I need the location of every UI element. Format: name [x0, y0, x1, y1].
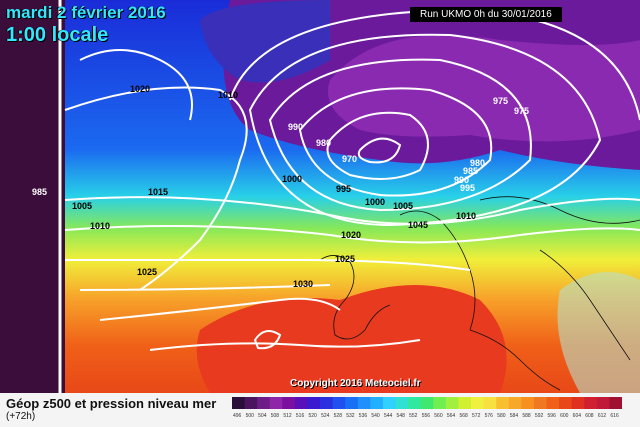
legend-swatch: [382, 397, 397, 409]
isobar-label: 1030: [293, 279, 313, 289]
legend-value: 564: [447, 413, 456, 419]
isobar-label: 970: [342, 154, 357, 164]
legend-value: 592: [535, 413, 544, 419]
legend-swatch: [546, 397, 560, 409]
legend-value: 528: [334, 413, 343, 419]
legend-value: 568: [459, 413, 468, 419]
legend-value: 600: [560, 413, 569, 419]
isobar-label: 990: [288, 122, 303, 132]
legend-swatch: [345, 397, 359, 409]
legend-swatch: [458, 397, 472, 409]
isobar-label: 990: [454, 175, 469, 185]
legend-swatch: [408, 397, 422, 409]
legend-value: 532: [346, 413, 355, 419]
legend-swatch: [571, 397, 585, 409]
legend-value: 508: [271, 413, 280, 419]
isobar-label: 1000: [282, 174, 302, 184]
isobar-label: 1010: [456, 211, 476, 221]
legend-swatch: [609, 397, 622, 409]
isobar-label: 985: [463, 166, 478, 176]
isobar-label: 985: [32, 187, 47, 197]
isobar-label: 1010: [90, 221, 110, 231]
legend-value: 548: [397, 413, 406, 419]
legend-swatch: [584, 397, 598, 409]
legend-swatch: [357, 397, 371, 409]
legend-value: 516: [296, 413, 305, 419]
legend-swatch: [232, 397, 246, 409]
forecast-date: mardi 2 février 2016: [6, 3, 166, 22]
legend-swatch: [320, 397, 334, 409]
legend-value: 608: [585, 413, 594, 419]
isobar-label: 995: [336, 184, 351, 194]
weather-map: 1020101099098097097597598098599099598510…: [0, 0, 640, 393]
legend-value: 552: [409, 413, 418, 419]
color-legend: 496 500 504 508 512 516 520 524 528 532 536 540 544 5…: [232, 397, 622, 419]
isobar-label: 1010: [218, 90, 238, 100]
legend-swatch: [433, 397, 447, 409]
isobar-label: 975: [514, 106, 529, 116]
legend-value: 540: [371, 413, 380, 419]
legend-swatch: [332, 397, 346, 409]
isobar-label: 975: [493, 96, 508, 106]
legend-swatch: [496, 397, 510, 409]
isobar-label: 995: [460, 183, 475, 193]
legend-value: 560: [434, 413, 443, 419]
legend-value: 520: [308, 413, 317, 419]
legend-swatch: [257, 397, 271, 409]
legend-value: 512: [283, 413, 292, 419]
legend-value: 616: [610, 413, 619, 419]
legend-swatch: [395, 397, 409, 409]
legend-swatch: [244, 397, 258, 409]
run-info: Run UKMO 0h du 30/01/2016: [410, 7, 562, 22]
map-caption: Géop z500 et pression niveau mer: [6, 396, 217, 411]
legend-value: 588: [522, 413, 531, 419]
isobar-label: 1015: [148, 187, 168, 197]
legend-value: 544: [384, 413, 393, 419]
legend-swatch: [521, 397, 535, 409]
legend-swatch: [559, 397, 573, 409]
legend-swatch: [533, 397, 548, 409]
forecast-step: (+72h): [6, 411, 36, 422]
legend-swatch: [508, 397, 522, 409]
legend-swatch: [483, 397, 497, 409]
legend-value: 500: [246, 413, 255, 419]
legend-value: 496: [233, 413, 242, 419]
legend-value: 536: [359, 413, 368, 419]
legend-value: 584: [510, 413, 519, 419]
legend-value: 612: [598, 413, 607, 419]
legend-swatch: [420, 397, 434, 409]
isobar-label: 980: [470, 158, 485, 168]
legend-value: 580: [497, 413, 506, 419]
legend-swatch: [471, 397, 485, 409]
legend-value: 524: [321, 413, 330, 419]
legend-swatch: [269, 397, 283, 409]
isobar-label: 1025: [335, 254, 355, 264]
isobar-label: 1045: [408, 220, 428, 230]
isobar-label: 1000: [365, 197, 385, 207]
forecast-time: 1:00 locale: [6, 24, 109, 46]
legend-swatch: [370, 397, 384, 409]
legend-swatch: [307, 397, 321, 409]
legend-swatch: [282, 397, 296, 409]
legend-value: 556: [422, 413, 431, 419]
isobar-label: 1005: [72, 201, 92, 211]
isobar-label: 980: [316, 138, 331, 148]
legend-value: 572: [472, 413, 481, 419]
legend-swatch: [596, 397, 610, 409]
isobar-label: 1020: [341, 230, 361, 240]
legend-swatch: [445, 397, 459, 409]
legend-value: 504: [258, 413, 267, 419]
legend-value: 596: [548, 413, 557, 419]
legend-value: 604: [573, 413, 582, 419]
legend-value: 576: [485, 413, 494, 419]
isobar-label: 1025: [137, 267, 157, 277]
isobar-label: 1005: [393, 201, 413, 211]
legend-swatch: [294, 397, 308, 409]
copyright: Copyright 2016 Meteociel.fr: [290, 378, 421, 389]
isobar-label: 1020: [130, 84, 150, 94]
